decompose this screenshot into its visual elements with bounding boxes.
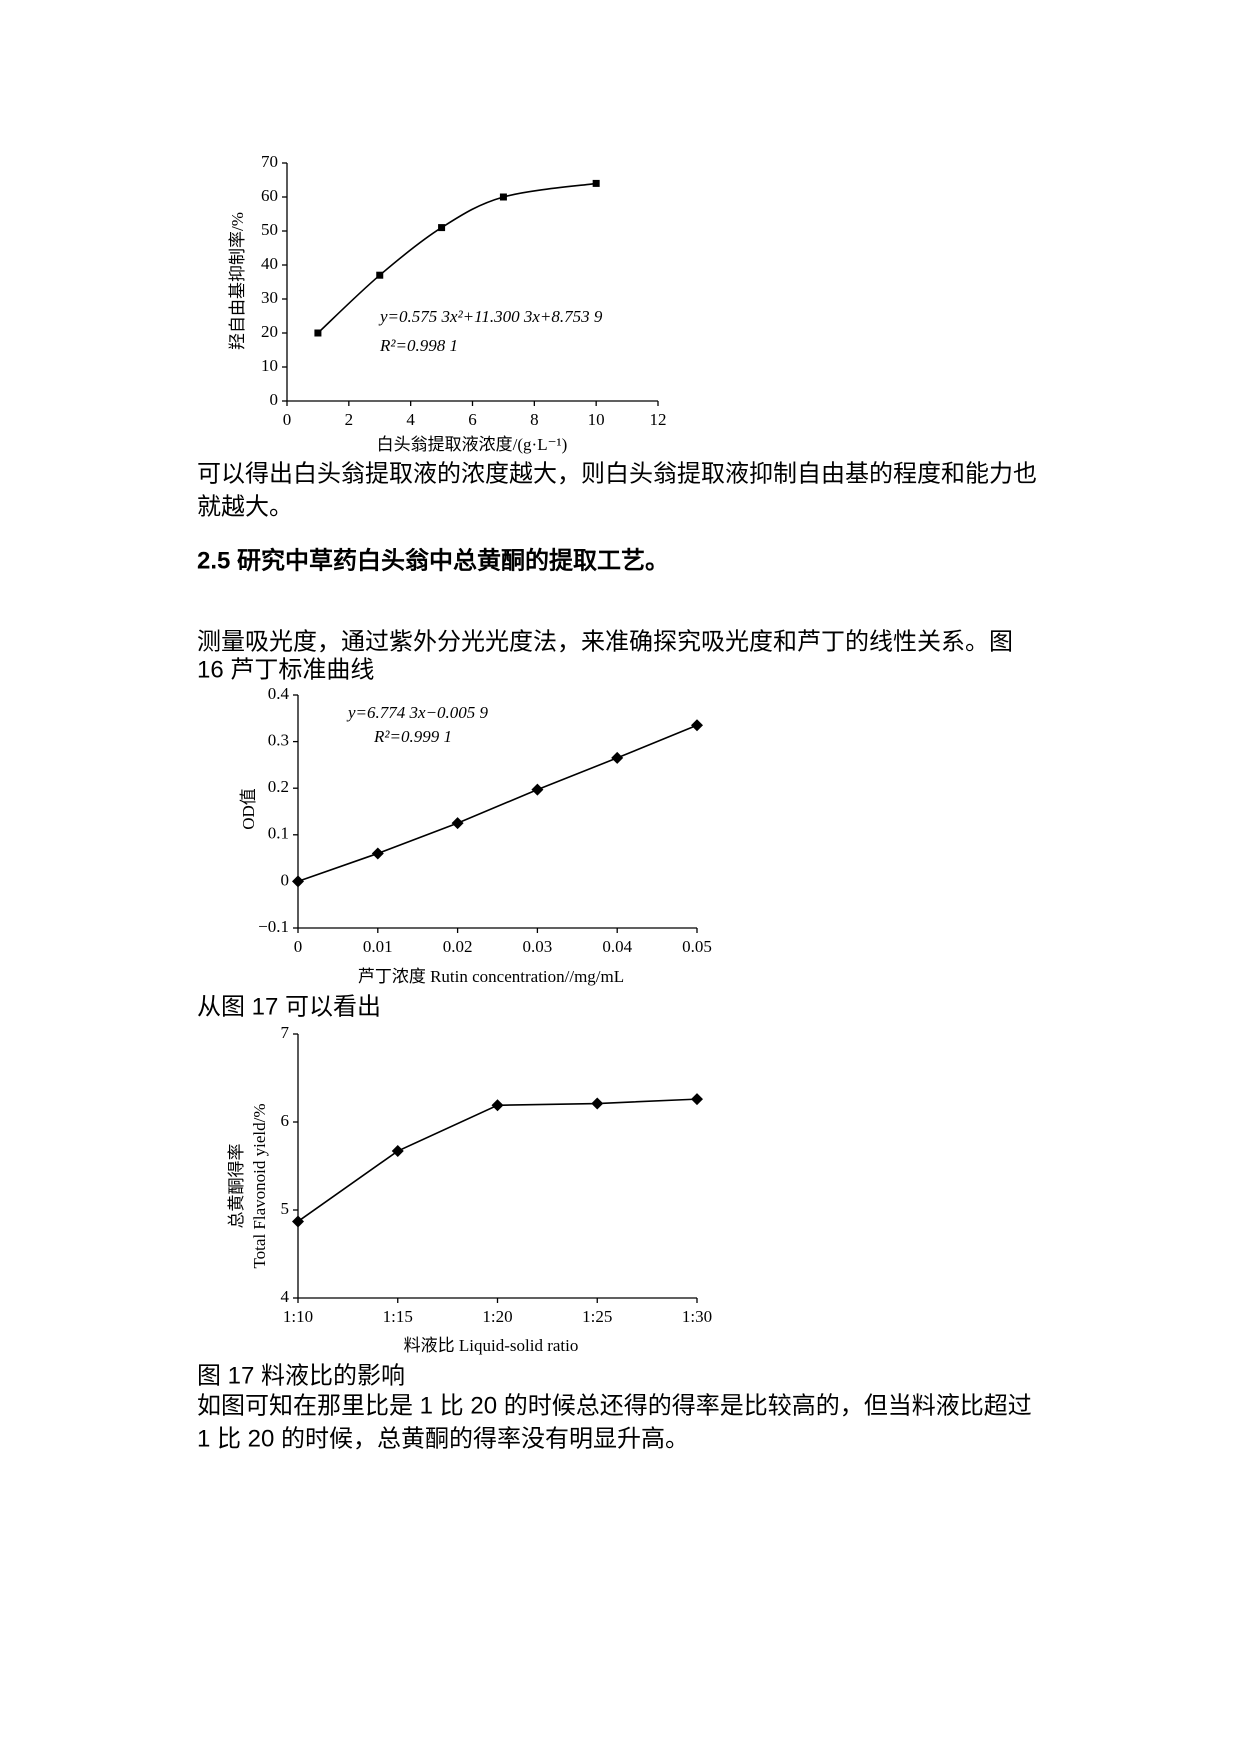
y-axis-label: 羟自由基抑制率/%	[228, 212, 247, 350]
x-tick-label: 2	[345, 410, 354, 429]
paragraph-line: 1 比 20 的时候，总黄酮的得率没有明显升高。	[197, 1425, 689, 1452]
x-tick-label: 0.04	[602, 937, 632, 956]
paragraph-line: 测量吸光度，通过紫外分光光度法，来准确探究吸光度和芦丁的线性关系。图	[197, 628, 1013, 655]
x-tick-label: 1:15	[383, 1307, 413, 1326]
y-tick-label: 0	[281, 870, 290, 889]
y-tick-label: 30	[261, 288, 278, 307]
chart: −0.1 0 0.1 0.2 0.3 0.4 0 0.01 0.02 0.03 0.04 0.05 OD…	[239, 684, 712, 986]
section-heading: 2.5 研究中草药白头翁中总黄酮的提取工艺。	[197, 546, 669, 574]
data-point	[292, 1215, 304, 1228]
x-tick-label: 0.02	[443, 937, 473, 956]
paragraph-line: 16 芦丁标准曲线	[197, 656, 374, 683]
y-axis-label: Total Flavonoid yield/%	[250, 1103, 269, 1268]
data-point	[531, 783, 544, 796]
data-line	[297, 1098, 698, 1223]
x-tick-label: 1:20	[482, 1307, 512, 1326]
y-tick-label: 0.1	[268, 824, 289, 843]
y-axis-label: 总黄酮得率	[227, 1144, 246, 1229]
y-tick-label: 7	[281, 1023, 290, 1042]
x-tick-label: 6	[468, 410, 477, 429]
x-tick-label: 10	[588, 410, 605, 429]
y-tick-label: 0	[270, 390, 279, 409]
x-axis-label: 芦丁浓度 Rutin concentration//mg/mL	[358, 967, 624, 986]
y-tick-label: 5	[281, 1199, 290, 1218]
figure-caption: 图 17 料液比的影响	[197, 1362, 405, 1389]
x-tick-label: 0.01	[363, 937, 393, 956]
y-tick-label: 0.3	[268, 731, 289, 750]
y-tick-label: 0.4	[268, 684, 290, 703]
x-axis-label: 白头翁提取液浓度/(g·L⁻¹)	[377, 435, 568, 454]
y-tick-label: 40	[261, 254, 278, 273]
data-point	[371, 847, 384, 860]
data-point	[292, 875, 304, 888]
data-point	[611, 751, 624, 764]
paragraph-line: 可以得出白头翁提取液的浓度越大，则白头翁提取液抑制自由基的程度和能力也	[197, 460, 1037, 487]
x-tick-label: 1:30	[682, 1307, 712, 1326]
data-point	[691, 1093, 703, 1106]
data-point	[691, 719, 703, 732]
y-axis-label: OD值	[239, 788, 258, 830]
x-tick-label: 0.05	[682, 937, 712, 956]
y-tick-label: 50	[261, 220, 278, 239]
x-axis-label: 料液比 Liquid-solid ratio	[404, 1336, 579, 1355]
y-tick-label: 0.2	[268, 777, 289, 796]
y-tick-label: 4	[281, 1287, 290, 1306]
y-tick-label: 60	[261, 186, 278, 205]
data-point	[391, 1145, 404, 1158]
x-tick-label: 4	[406, 410, 415, 429]
paragraph: 从图 17 可以看出	[197, 993, 381, 1020]
data-point	[491, 1099, 504, 1112]
data-point	[592, 179, 600, 187]
chart: 0 10 20 30 40 50 60 70 0 2 4 6 8 10 12 羟自由基抑制率/% 白头翁提取液浓…	[228, 152, 667, 454]
x-tick-label: 0.03	[523, 937, 553, 956]
x-tick-label: 8	[530, 410, 539, 429]
annotation: y=0.575 3x²+11.300 3x+8.753 9	[378, 307, 603, 326]
x-tick-label: 12	[650, 410, 667, 429]
annotation: y=6.774 3x−0.005 9	[346, 703, 489, 722]
data-point	[451, 817, 464, 830]
data-line	[297, 724, 698, 883]
y-tick-label: 10	[261, 356, 278, 375]
chart: 4 5 6 7 1:10 1:15 1:20 1:25 1:30 总黄酮得率 Total Flavo…	[227, 1023, 712, 1355]
x-tick-label: 0	[283, 410, 292, 429]
paragraph-line: 如图可知在那里比是 1 比 20 的时候总还得的得率是比较高的，但当料液比超过	[197, 1392, 1032, 1419]
data-point	[499, 193, 507, 201]
annotation: R²=0.998 1	[379, 336, 458, 355]
annotation: R²=0.999 1	[373, 727, 452, 746]
x-tick-label: 1:25	[582, 1307, 612, 1326]
y-tick-label: 6	[281, 1111, 290, 1130]
x-tick-label: 0	[294, 937, 303, 956]
data-point	[438, 224, 446, 232]
y-tick-label: −0.1	[258, 917, 289, 936]
data-point	[591, 1097, 604, 1110]
y-tick-label: 20	[261, 322, 278, 341]
data-point	[314, 329, 322, 337]
data-point	[376, 271, 384, 279]
y-tick-label: 70	[261, 152, 278, 171]
paragraph-line: 就越大。	[197, 493, 293, 520]
x-tick-label: 1:10	[283, 1307, 313, 1326]
